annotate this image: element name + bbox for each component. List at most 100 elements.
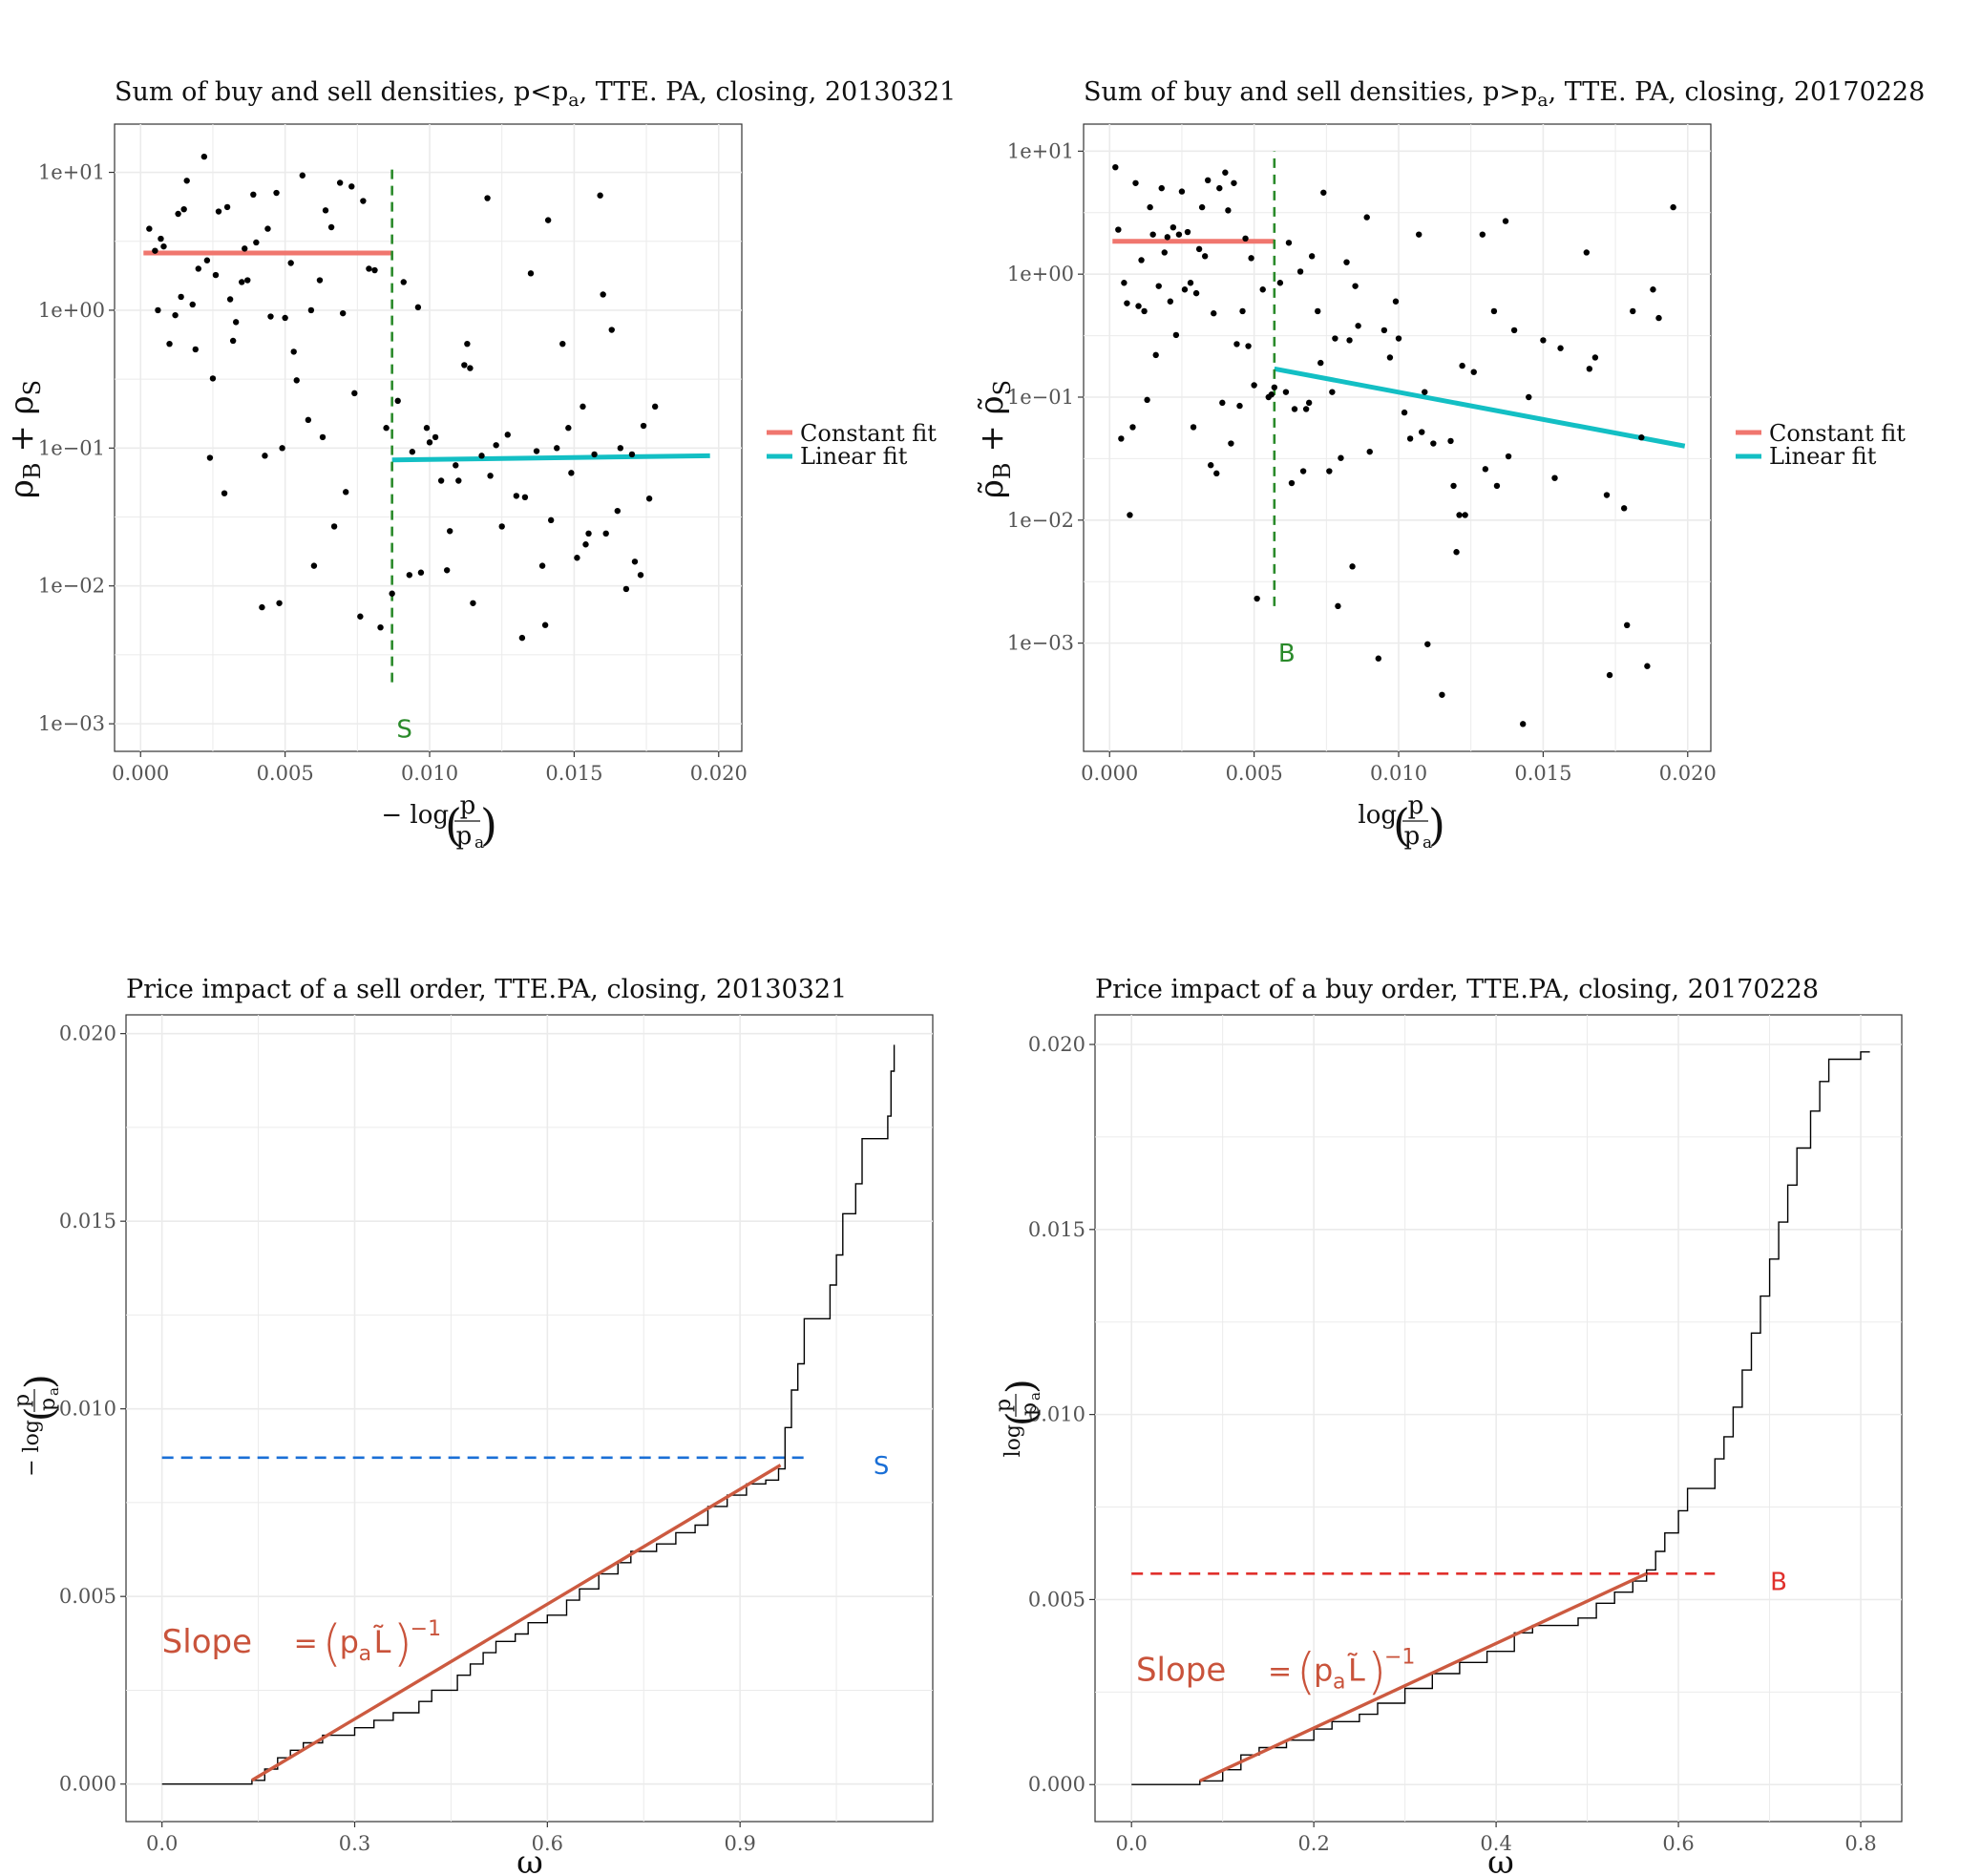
x-label-denominator: p — [1404, 822, 1421, 851]
slope-equals: = — [1268, 1655, 1292, 1689]
slope-pa-sub: a — [1333, 1671, 1345, 1695]
data-point — [371, 266, 378, 274]
panel-bottom-right-y-label: log ( p p a ) — [992, 1379, 1043, 1457]
slope-L: L̃ — [1347, 1653, 1365, 1689]
y-tick-label: 1e+00 — [38, 299, 105, 322]
y-tick-label: 1e−02 — [1007, 509, 1074, 532]
data-point — [1115, 226, 1122, 233]
data-point — [273, 189, 280, 197]
data-point — [443, 567, 451, 574]
x-tick-label: 0.005 — [257, 762, 314, 785]
data-point — [637, 572, 644, 579]
data-point — [1135, 303, 1142, 309]
data-point — [1187, 280, 1194, 286]
data-point — [232, 319, 240, 326]
slope-open-paren: ( — [323, 1615, 342, 1673]
slope-pa: p — [340, 1624, 359, 1660]
data-point — [1172, 331, 1180, 339]
data-point — [1650, 286, 1656, 293]
data-point — [242, 245, 248, 252]
data-point — [253, 239, 260, 246]
slope-text: Slope — [162, 1623, 252, 1661]
data-point — [357, 613, 364, 620]
panel-bottom-left-gridlines — [126, 1015, 933, 1822]
y-tick-label: 0.005 — [59, 1585, 116, 1608]
data-point — [1181, 286, 1189, 293]
data-point — [467, 365, 474, 371]
data-point — [1118, 435, 1125, 442]
data-point — [1155, 283, 1162, 289]
data-point — [1355, 323, 1361, 329]
x-label-open-paren: ( — [1393, 799, 1410, 851]
x-label-open-paren: ( — [445, 799, 462, 851]
data-point — [504, 432, 511, 438]
y-label-prefix: − log — [20, 1420, 44, 1477]
x-tick-label: 0.000 — [112, 762, 169, 785]
data-point — [1332, 335, 1338, 342]
data-point — [417, 569, 425, 576]
data-point — [1395, 335, 1402, 342]
data-point — [1320, 189, 1327, 196]
data-point — [192, 346, 199, 353]
data-point — [1456, 512, 1463, 518]
data-point — [183, 178, 190, 184]
x-label-numerator: p — [460, 791, 476, 820]
x-tick-label: 0.3 — [339, 1832, 370, 1855]
y-tick-label: 1e−01 — [38, 436, 105, 459]
data-point — [226, 296, 234, 303]
data-point — [146, 225, 153, 232]
data-point — [614, 507, 622, 515]
data-point — [1216, 184, 1223, 192]
panel-bottom-right-lines: B Slope = (p a L̃)−1 — [1131, 1051, 1870, 1785]
data-point — [1510, 327, 1518, 334]
panel-top-right-x-ticks: 0.000 0.005 0.010 0.015 0.020 — [1081, 751, 1717, 785]
data-point — [394, 397, 401, 405]
y-tick-label: 0.010 — [1028, 1403, 1085, 1426]
y-label-close-paren: ) — [1000, 1379, 1043, 1394]
data-point — [414, 304, 422, 311]
data-point — [1251, 382, 1257, 389]
data-point — [453, 462, 459, 469]
data-point — [1242, 235, 1249, 242]
x-label-prefix: log — [1358, 801, 1397, 830]
data-point — [533, 448, 540, 454]
data-point — [160, 242, 167, 250]
y-tick-label: 1e+01 — [38, 161, 105, 184]
data-point — [1335, 602, 1341, 610]
y-tick-label: 1e−02 — [38, 575, 105, 598]
data-point — [1276, 280, 1284, 286]
data-point — [1375, 655, 1382, 662]
data-point — [574, 555, 580, 561]
data-point — [600, 291, 606, 298]
data-point — [1308, 253, 1316, 260]
data-point — [351, 390, 358, 397]
data-point — [1184, 228, 1191, 236]
data-point — [310, 562, 318, 569]
data-point — [541, 622, 549, 628]
panel-bottom-right-x-ticks: 0.0 0.2 0.4 0.6 0.8 — [1115, 1822, 1877, 1855]
data-point — [1329, 389, 1336, 395]
data-point — [406, 572, 413, 579]
data-point — [597, 192, 603, 199]
panel-bottom-left-y-ticks: 0.000 0.005 0.010 0.015 0.020 — [59, 1022, 126, 1796]
data-point — [282, 314, 288, 322]
panel-top-left-gridlines — [115, 124, 742, 751]
data-point — [518, 634, 526, 642]
data-point — [1551, 474, 1558, 481]
data-point — [1132, 179, 1139, 186]
data-point — [1296, 268, 1304, 275]
data-point — [1259, 286, 1266, 293]
x-tick-label: 0.010 — [401, 762, 458, 785]
data-point — [1245, 343, 1252, 349]
price-impact-curve — [161, 1044, 896, 1785]
data-point — [1526, 393, 1532, 401]
data-point — [461, 362, 468, 369]
panel-top-right-gridlines — [1084, 124, 1711, 751]
data-point — [1317, 359, 1324, 367]
x-tick-label: 0.0 — [146, 1832, 178, 1855]
y-tick-label: 1e−03 — [1007, 632, 1074, 655]
data-point — [1655, 314, 1662, 322]
data-point — [327, 223, 335, 231]
y-label-denominator: p — [1018, 1402, 1042, 1416]
data-point — [1190, 424, 1197, 431]
